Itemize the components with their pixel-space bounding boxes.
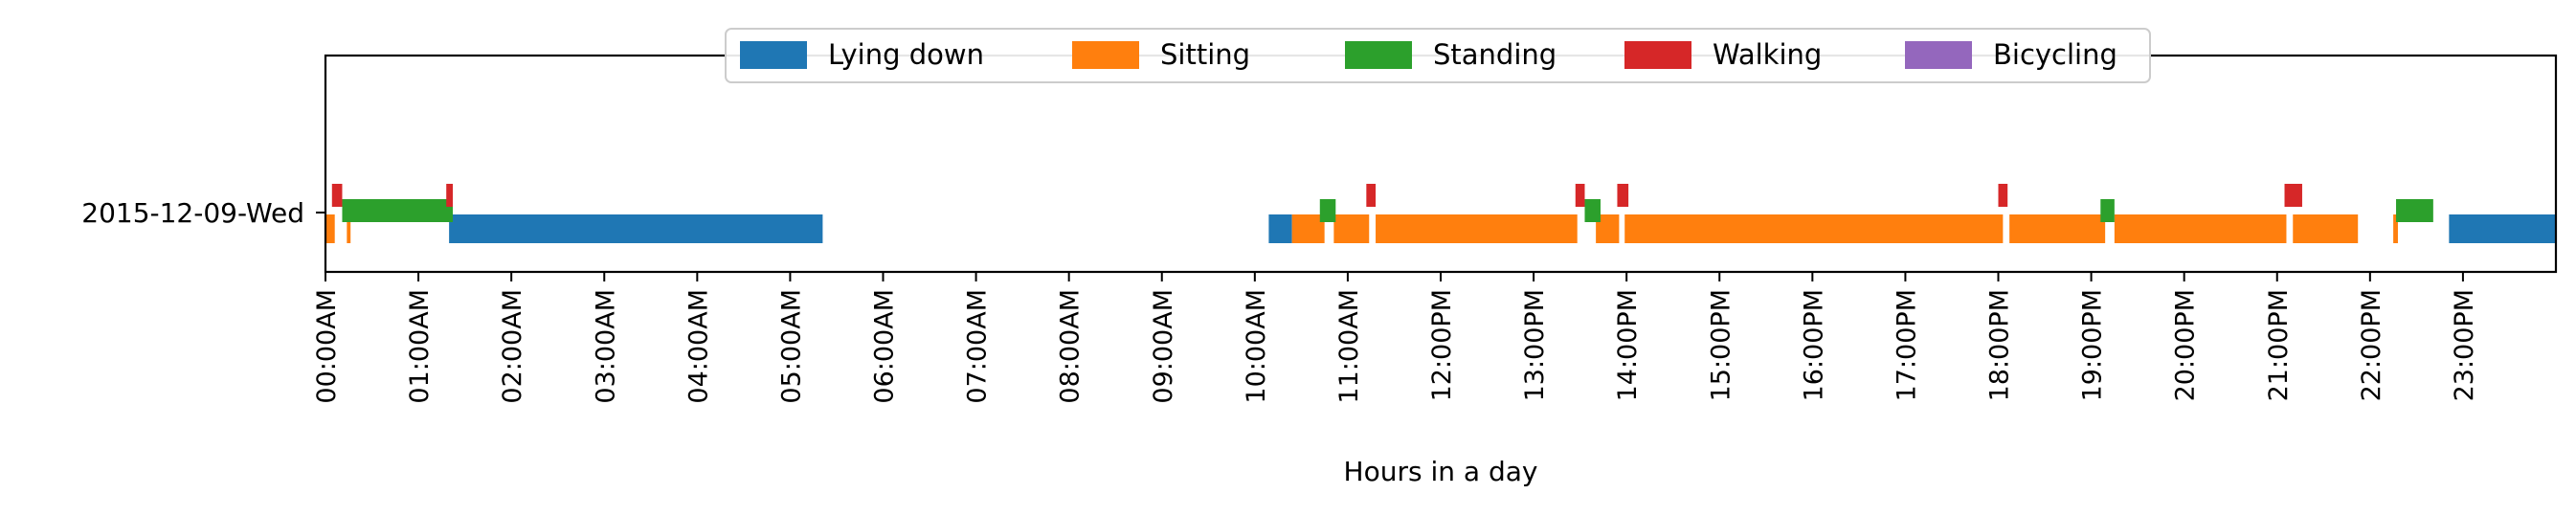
x-tick-label: 06:00AM xyxy=(870,289,900,404)
segment-standing xyxy=(1584,199,1601,222)
x-tick-label: 13:00PM xyxy=(1520,289,1550,401)
legend-label: Standing xyxy=(1433,38,1557,71)
legend: Lying down Sitting Standing Walking Bicyclin… xyxy=(725,28,2151,83)
x-tick-label: 01:00AM xyxy=(405,289,435,404)
x-tick-label: 04:00AM xyxy=(683,289,713,404)
x-tick-label: 09:00AM xyxy=(1149,289,1178,404)
segment-sitting xyxy=(2293,214,2359,243)
legend-swatch xyxy=(1624,41,1691,69)
x-tick-label: 14:00PM xyxy=(1613,289,1643,401)
segment-walking xyxy=(446,184,454,207)
segment-standing xyxy=(1319,199,1336,222)
segment-sitting xyxy=(1376,214,1578,243)
segment-standing xyxy=(2100,199,2115,222)
x-tick-label: 00:00AM xyxy=(312,289,342,404)
x-tick-label: 05:00AM xyxy=(776,289,806,404)
x-axis-label: Hours in a day xyxy=(1344,456,1538,487)
y-axis: 2015-12-09-Wed xyxy=(81,197,325,229)
x-tick-label: 20:00PM xyxy=(2171,289,2201,401)
segment-lying-down xyxy=(1268,214,1292,243)
legend-label: Lying down xyxy=(828,38,984,71)
legend-label: Bicycling xyxy=(1993,38,2117,71)
segment-sitting xyxy=(347,214,351,243)
segment-sitting xyxy=(2393,214,2398,243)
segment-lying-down xyxy=(449,214,823,243)
segment-sitting xyxy=(1624,214,2004,243)
y-tick-label: 2015-12-09-Wed xyxy=(81,197,304,229)
legend-swatch xyxy=(1072,41,1139,69)
x-tick-label: 02:00AM xyxy=(498,289,527,404)
segment-sitting xyxy=(1291,214,1325,243)
segment-lying-down xyxy=(2449,214,2556,243)
x-tick-label: 03:00AM xyxy=(591,289,620,404)
x-tick-label: 17:00PM xyxy=(1892,289,1921,401)
segment-walking xyxy=(1617,184,1629,207)
x-tick-label: 11:00AM xyxy=(1334,289,1364,404)
segment-sitting xyxy=(1333,214,1370,243)
x-tick-label: 12:00PM xyxy=(1427,289,1457,401)
legend-swatch xyxy=(1345,41,1412,69)
legend-swatch xyxy=(1905,41,1972,69)
segment-standing xyxy=(2396,199,2433,222)
segment-walking xyxy=(1998,184,2008,207)
plot-area xyxy=(325,184,2556,243)
segment-standing xyxy=(342,199,454,222)
x-tick-label: 19:00PM xyxy=(2078,289,2108,401)
x-axis: 00:00AM 01:00AM 02:00AM 03:00AM 04:00AM 05:00… xyxy=(312,272,2479,404)
segment-sitting xyxy=(325,214,335,243)
segment-walking xyxy=(1366,184,1377,207)
legend-label: Sitting xyxy=(1160,38,1250,71)
segment-walking xyxy=(1575,184,1585,207)
legend-swatch xyxy=(740,41,807,69)
segment-sitting xyxy=(2009,214,2106,243)
x-tick-label: 21:00PM xyxy=(2264,289,2294,401)
x-tick-label: 16:00PM xyxy=(1799,289,1828,401)
x-tick-label: 08:00AM xyxy=(1056,289,1086,404)
x-tick-label: 10:00AM xyxy=(1242,289,1271,404)
segment-walking xyxy=(331,184,343,207)
legend-label: Walking xyxy=(1713,38,1822,71)
x-tick-label: 15:00PM xyxy=(1706,289,1736,401)
x-tick-label: 18:00PM xyxy=(1985,289,2015,401)
x-tick-label: 07:00AM xyxy=(963,289,993,404)
x-tick-label: 23:00PM xyxy=(2450,289,2479,401)
segment-sitting xyxy=(2114,214,2287,243)
segment-walking xyxy=(2284,184,2302,207)
x-tick-label: 22:00PM xyxy=(2357,289,2386,401)
